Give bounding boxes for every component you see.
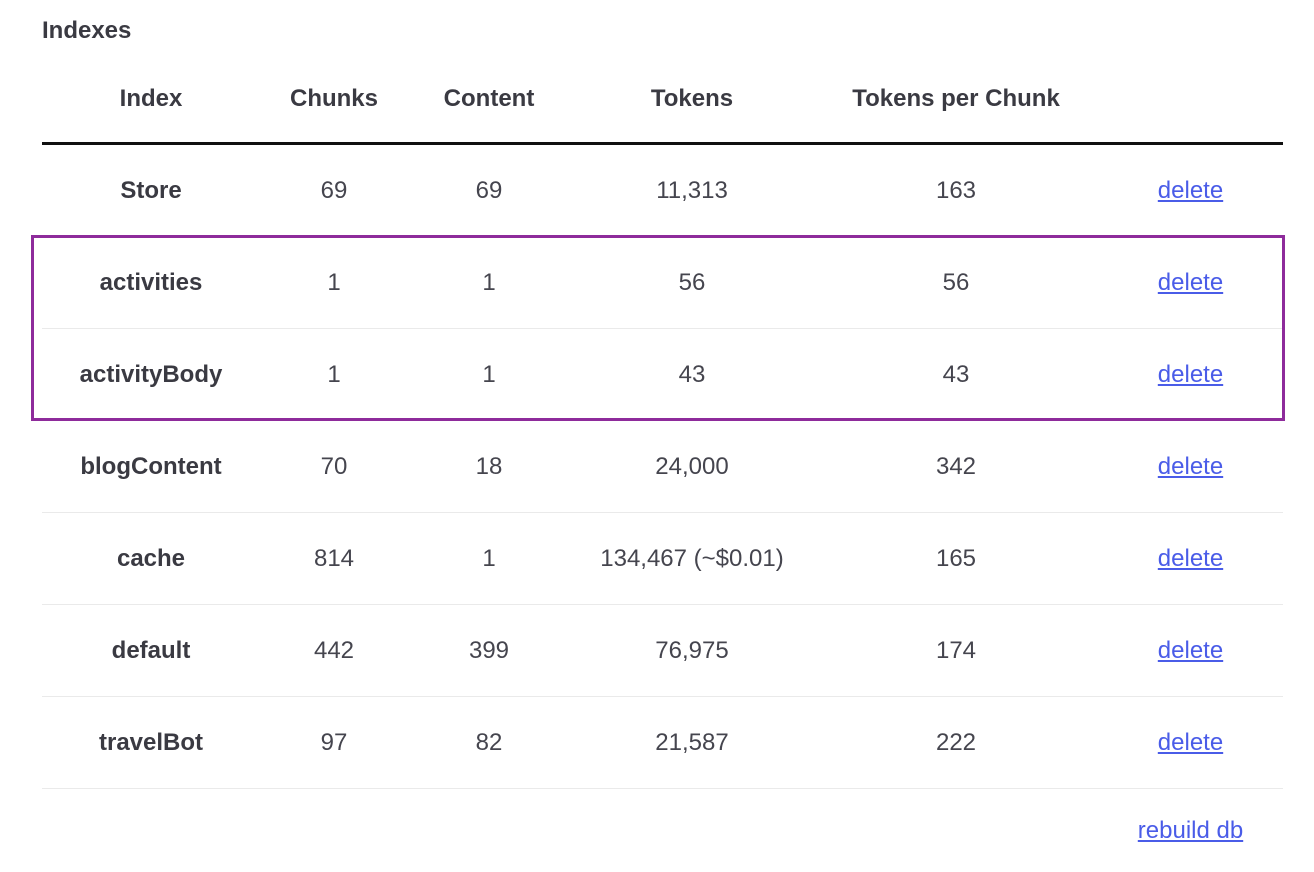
tokens-value: 76,975 (655, 636, 729, 664)
tokens-value: 11,313 (656, 176, 728, 204)
delete-link-activitybody[interactable]: delete (1157, 360, 1224, 388)
tokens-value: 134,467 (~$0.01) (600, 544, 784, 572)
table-row-store: Store 69 69 11,313 163 delete (42, 145, 1283, 237)
tokens-value: 24,000 (655, 452, 729, 480)
index-name: cache (116, 544, 186, 572)
delete-link-activities[interactable]: delete (1157, 268, 1224, 296)
chunks-value: 1 (327, 360, 341, 388)
rebuild-db-link[interactable]: rebuild db (1137, 817, 1244, 844)
column-header-tokens: Tokens (650, 85, 734, 112)
index-name: Store (120, 176, 182, 204)
column-header-tokens-per-chunk: Tokens per Chunk (852, 85, 1060, 112)
index-name: blogContent (80, 452, 222, 480)
chunks-value: 442 (313, 636, 355, 664)
table-row-travelbot: travelBot 97 82 21,587 222 delete (42, 697, 1283, 789)
delete-link-travelbot[interactable]: delete (1157, 728, 1224, 756)
index-name: default (111, 636, 191, 664)
content-value: 1 (482, 268, 496, 296)
chunks-value: 97 (320, 728, 348, 756)
tokens-value: 43 (678, 360, 706, 388)
content-value: 1 (482, 360, 496, 388)
column-header-index: Index (119, 85, 183, 112)
tokens-per-chunk-value: 222 (935, 728, 977, 756)
content-value: 1 (482, 544, 496, 572)
tokens-per-chunk-value: 165 (935, 544, 977, 572)
chunks-value: 70 (320, 452, 348, 480)
content-value: 82 (475, 728, 503, 756)
chunks-value: 814 (313, 544, 355, 572)
table-row-cache: cache 814 1 134,467 (~$0.01) 165 delete (42, 513, 1283, 605)
index-name: travelBot (98, 728, 204, 756)
tokens-per-chunk-value: 174 (935, 636, 977, 664)
table-row-activitybody: activityBody 1 1 43 43 delete (42, 329, 1283, 421)
delete-link-blogcontent[interactable]: delete (1157, 452, 1224, 480)
content-value: 18 (475, 452, 503, 480)
column-header-content: Content (443, 85, 535, 112)
content-value: 399 (468, 636, 510, 664)
table-row-activities: activities 1 1 56 56 delete (42, 237, 1283, 329)
delete-link-default[interactable]: delete (1157, 636, 1224, 664)
indexes-table: Index Chunks Content Tokens Tokens per C… (31, 56, 1285, 872)
delete-link-cache[interactable]: delete (1157, 544, 1224, 572)
table-header: Index Chunks Content Tokens Tokens per C… (42, 56, 1283, 145)
tokens-value: 56 (678, 268, 706, 296)
tokens-per-chunk-value: 163 (935, 176, 977, 204)
tokens-value: 21,587 (655, 728, 729, 756)
tokens-per-chunk-value: 43 (942, 360, 970, 388)
delete-link-store[interactable]: delete (1157, 176, 1224, 204)
chunks-value: 69 (320, 176, 348, 204)
table-row-blogcontent: blogContent 70 18 24,000 342 delete (42, 421, 1283, 513)
table-footer: rebuild db (42, 789, 1283, 872)
page-title: Indexes (42, 17, 132, 44)
chunks-value: 1 (327, 268, 341, 296)
table-row-default: default 442 399 76,975 174 delete (42, 605, 1283, 697)
index-name: activities (99, 268, 203, 296)
index-name: activityBody (79, 360, 223, 388)
content-value: 69 (475, 176, 503, 204)
column-header-chunks: Chunks (289, 85, 378, 112)
tokens-per-chunk-value: 342 (935, 452, 977, 480)
tokens-per-chunk-value: 56 (942, 268, 970, 296)
